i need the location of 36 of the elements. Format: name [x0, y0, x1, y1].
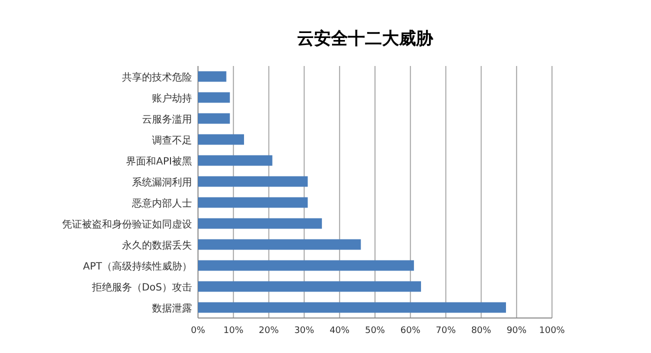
- x-tick-label: 100%: [539, 326, 566, 336]
- bar: [198, 155, 272, 166]
- y-tick-label: 系统漏洞利用: [132, 176, 192, 188]
- bar: [198, 92, 230, 103]
- y-tick-label: APT（高级持续性威胁）: [83, 260, 192, 272]
- y-tick-label: 云服务滥用: [142, 114, 192, 126]
- x-tick-label: 0%: [190, 326, 206, 336]
- x-tick-label: 60%: [400, 326, 421, 336]
- bar: [198, 113, 230, 124]
- y-tick-label: 账户劫持: [152, 92, 192, 104]
- bar: [198, 197, 308, 208]
- y-tick-label: 数据泄露: [152, 302, 192, 314]
- x-tick-label: 70%: [436, 326, 456, 336]
- bar: [198, 302, 506, 313]
- bar: [198, 134, 244, 145]
- x-tick-label: 90%: [506, 326, 528, 336]
- y-tick-label: 恶意内部人士: [131, 198, 192, 210]
- bar: [198, 239, 361, 250]
- bar: [198, 176, 308, 187]
- x-tick-label: 40%: [330, 326, 350, 336]
- bar: [198, 71, 226, 82]
- bar: [198, 260, 414, 271]
- x-tick-label: 80%: [471, 326, 492, 336]
- y-tick-label: 共享的技术危险: [122, 72, 192, 84]
- y-tick-label: 拒绝服务（DoS）攻击: [90, 282, 192, 294]
- y-tick-label: 调查不足: [152, 134, 192, 146]
- y-tick-label: 界面和API被黑: [126, 156, 192, 168]
- y-tick-label: 凭证被盗和身份验证如同虚设: [62, 218, 192, 230]
- x-tick-label: 30%: [294, 326, 315, 336]
- y-tick-label: 永久的数据丢失: [122, 240, 192, 252]
- x-tick-label: 20%: [258, 326, 280, 336]
- x-tick-label: 50%: [364, 326, 386, 336]
- bar: [198, 281, 422, 292]
- bar: [198, 218, 322, 229]
- x-tick-label: 10%: [223, 326, 244, 336]
- chart-title: 云安全十二大威胁: [297, 29, 434, 49]
